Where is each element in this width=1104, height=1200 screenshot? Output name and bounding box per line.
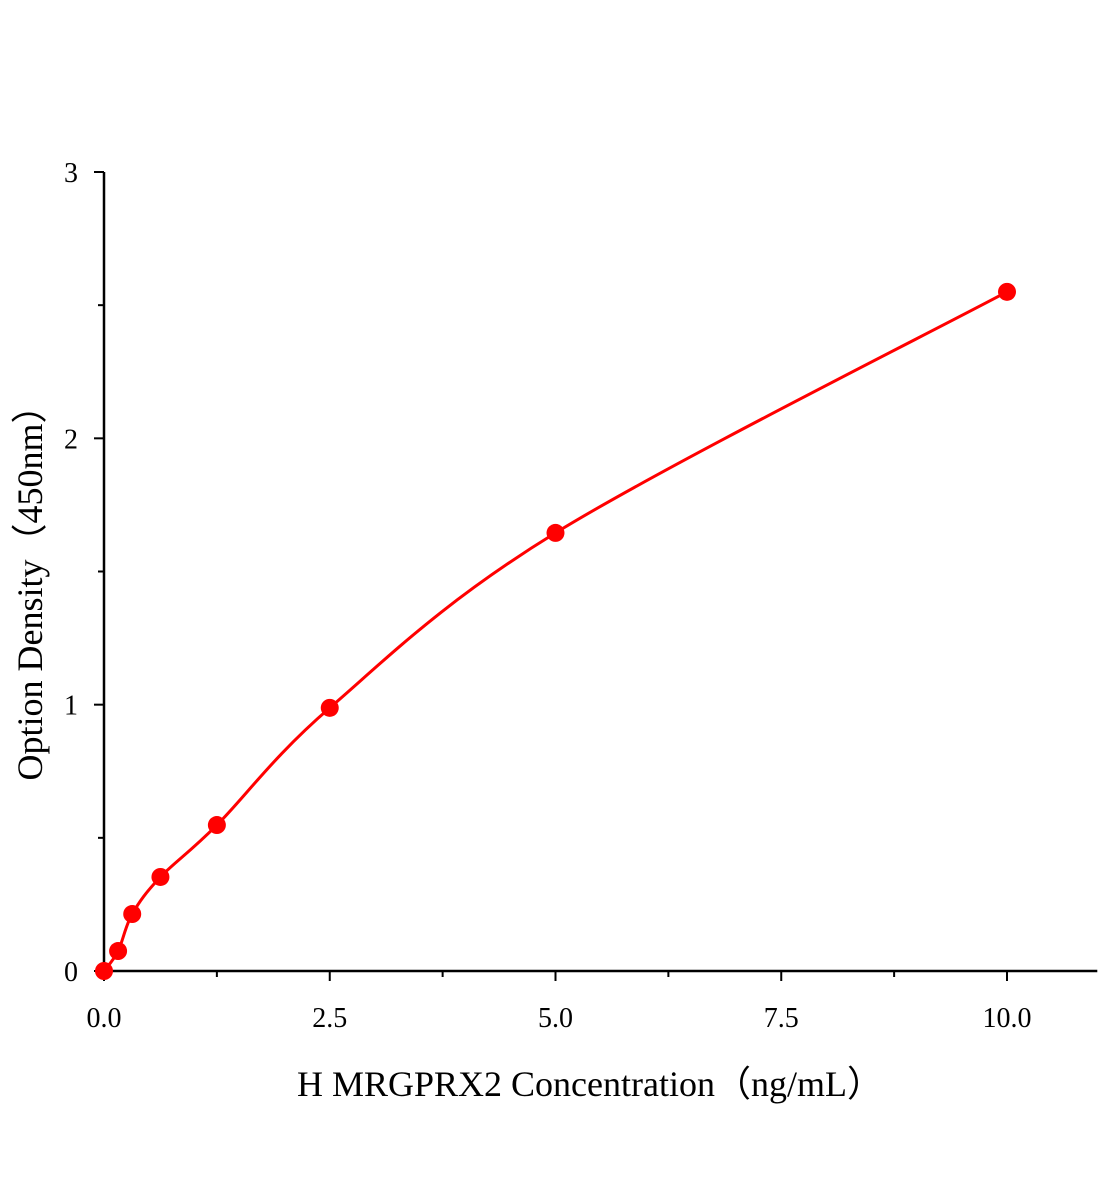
x-tick-label: 5.0 xyxy=(538,1003,573,1034)
axes: 0.0 2.5 5.0 7.5 10.0 0 1 2 3 xyxy=(64,158,1098,1034)
data-point xyxy=(207,816,226,835)
fit-curve xyxy=(102,290,1008,972)
y-tick-label: 0 xyxy=(64,957,78,988)
x-tick-label: 10.0 xyxy=(983,1003,1032,1034)
data-point xyxy=(109,942,128,961)
data-points xyxy=(95,282,1016,980)
data-point xyxy=(546,523,565,542)
x-tick-label: 0.0 xyxy=(87,1003,122,1034)
data-point xyxy=(320,698,339,717)
data-point xyxy=(998,282,1016,301)
fit-curve-layer xyxy=(102,290,1008,972)
data-point xyxy=(95,962,113,980)
data-point xyxy=(123,905,142,924)
data-point xyxy=(151,867,170,886)
x-axis-title: H MRGPRX2 Concentration（ng/mL） xyxy=(297,1064,883,1104)
y-tick-label: 2 xyxy=(64,424,78,455)
x-tick-label: 7.5 xyxy=(764,1003,799,1034)
y-axis-title: Option Density（450nm） xyxy=(10,388,50,781)
y-tick-label: 3 xyxy=(64,158,78,189)
x-tick-label: 2.5 xyxy=(312,1003,347,1034)
y-tick-label: 1 xyxy=(64,691,78,722)
